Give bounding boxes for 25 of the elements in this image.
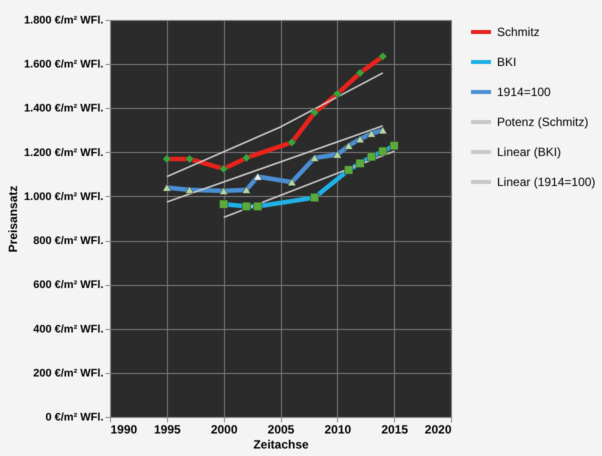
x-axis-title: Zeitachse xyxy=(253,438,310,452)
x-tick-label: 2015 xyxy=(381,422,408,436)
y-tick-label: 800 €/m² WFl. xyxy=(33,235,104,248)
y-tick-label: 1.400 €/m² WFl. xyxy=(24,102,104,115)
y-tick-label: 600 €/m² WFl. xyxy=(33,279,104,292)
x-tick-label: 2010 xyxy=(324,422,352,436)
y-tick-label: 400 €/m² WFl. xyxy=(33,323,104,336)
legend-label: Potenz (Schmitz) xyxy=(497,115,588,129)
legend-label: 1914=100 xyxy=(497,85,552,99)
y-tick-label: 1.600 €/m² WFl. xyxy=(24,58,104,71)
y-tick-label: 1.000 €/m² WFl. xyxy=(24,190,104,203)
legend-label: Linear (1914=100) xyxy=(497,175,596,189)
y-axis-title: Preisansatz xyxy=(6,186,20,252)
x-tick-label: 1990 xyxy=(110,422,138,436)
legend-label: Linear (BKI) xyxy=(497,145,562,159)
legend-label: BKI xyxy=(497,55,516,69)
x-tick-label: 1995 xyxy=(154,422,182,436)
y-tick-label: 0 €/m² WFl. xyxy=(45,412,104,424)
x-tick-label: 2005 xyxy=(268,422,295,436)
y-tick-label: 1.800 €/m² WFl. xyxy=(24,14,104,26)
y-tick-label: 200 €/m² WFl. xyxy=(33,367,104,380)
legend-label: Schmitz xyxy=(497,25,540,39)
x-tick-label: 2020 xyxy=(424,422,452,436)
y-tick-label: 1.200 €/m² WFl. xyxy=(24,146,104,159)
x-tick-label: 2000 xyxy=(210,422,238,436)
